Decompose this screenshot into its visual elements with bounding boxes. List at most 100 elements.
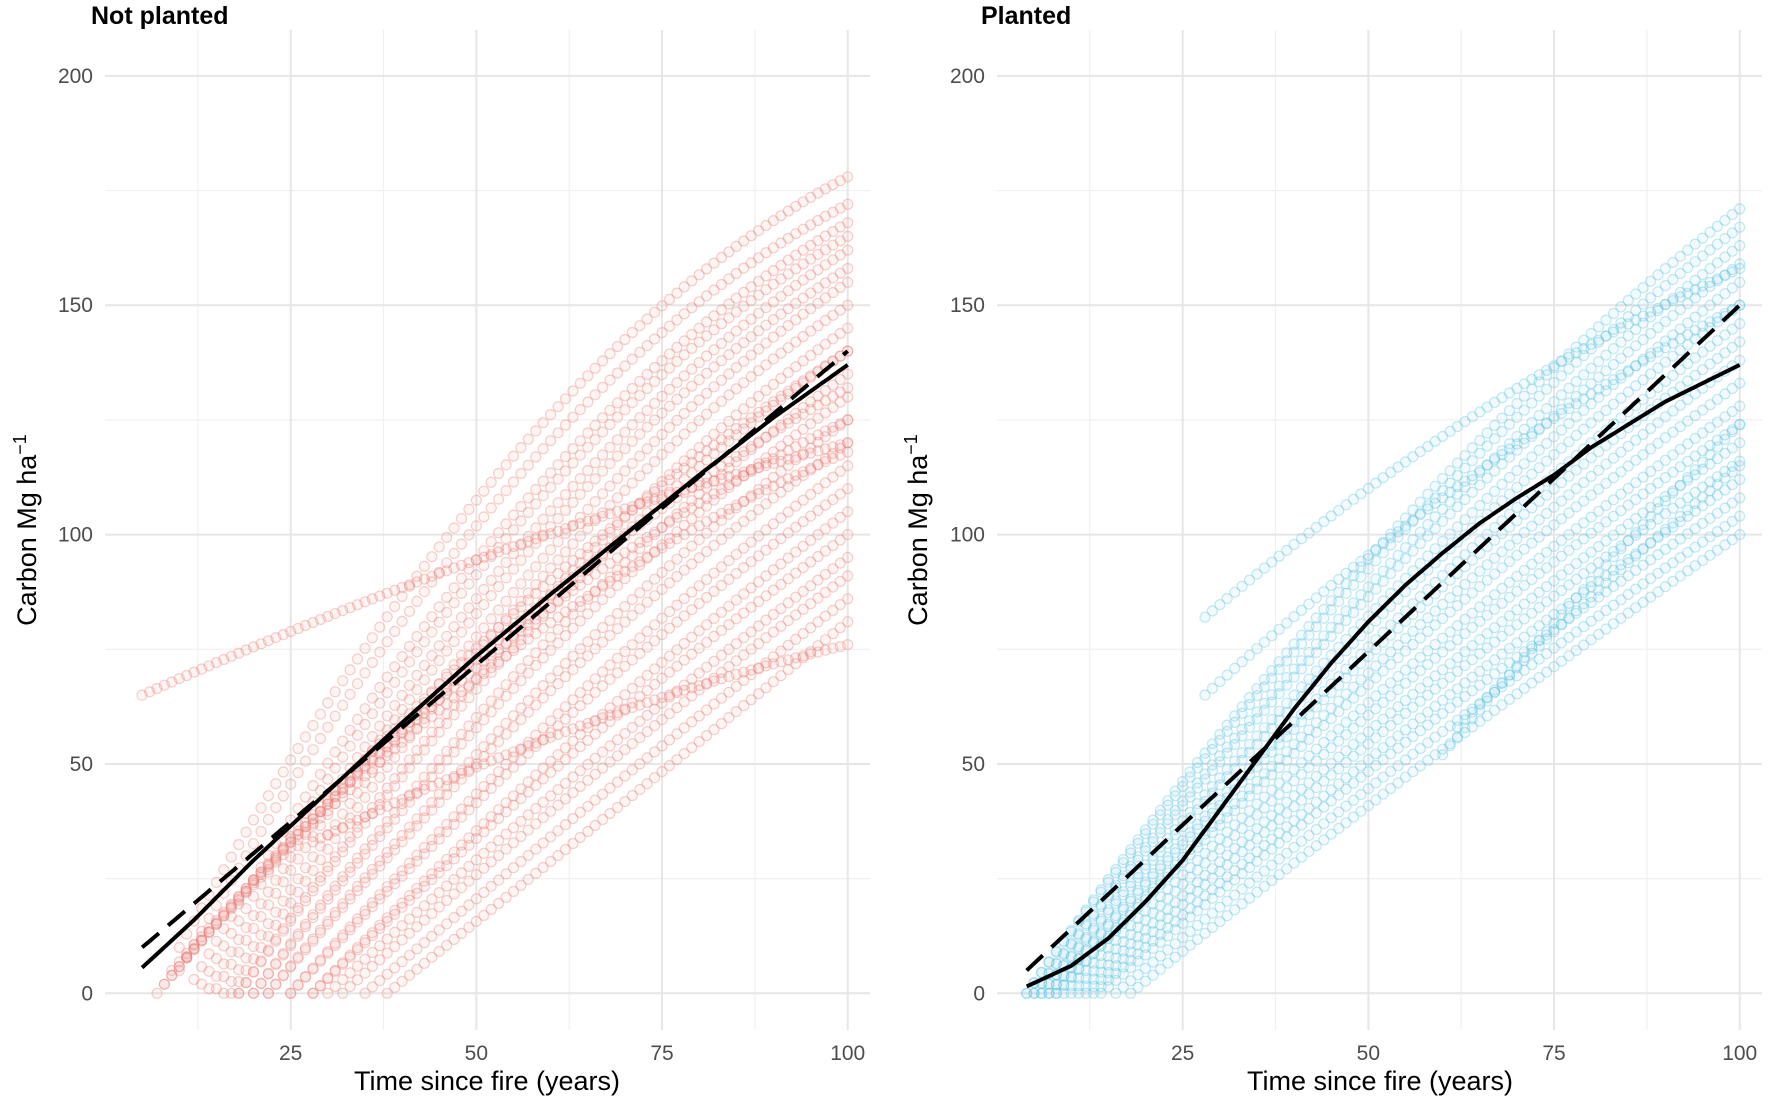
data-point [686, 401, 698, 413]
data-point [359, 777, 371, 789]
data-point [648, 456, 661, 468]
data-point [596, 621, 609, 634]
data-point [752, 504, 765, 516]
data-point [678, 308, 690, 320]
data-point [596, 355, 609, 367]
data-point [493, 766, 505, 778]
data-point [544, 544, 557, 556]
data-point [307, 881, 319, 893]
data-point [827, 401, 839, 414]
data-point [1414, 537, 1426, 550]
data-point [337, 822, 349, 834]
data-point [686, 275, 698, 287]
y-tick-label: 100 [58, 524, 93, 547]
data-point [485, 548, 497, 561]
data-point [307, 744, 319, 756]
data-point [1674, 479, 1686, 491]
data-point [203, 660, 215, 672]
data-point [270, 958, 282, 971]
data-point [270, 906, 282, 918]
data-point [418, 779, 430, 791]
data-point [173, 964, 185, 977]
data-point [277, 895, 289, 907]
data-point [247, 987, 260, 999]
x-tick-label: 25 [279, 1042, 302, 1065]
data-point [582, 680, 594, 692]
data-point [648, 590, 661, 602]
data-point [478, 740, 490, 753]
data-point [552, 708, 564, 720]
data-point [775, 532, 787, 545]
data-point [1355, 599, 1367, 611]
data-point [337, 604, 349, 617]
data-point [730, 594, 742, 606]
data-point [782, 232, 794, 244]
data-point [374, 756, 386, 768]
data-point [448, 635, 460, 648]
data-point [715, 488, 728, 500]
data-point [322, 987, 334, 999]
data-point [619, 557, 631, 569]
data-point [782, 205, 794, 217]
data-point [604, 614, 616, 627]
data-point [337, 958, 349, 970]
data-point [240, 902, 252, 915]
data-point [522, 569, 534, 581]
data-point [804, 325, 817, 337]
data-point [277, 947, 289, 960]
data-point [515, 675, 527, 687]
data-point [307, 963, 319, 975]
data-point [285, 778, 297, 790]
data-point [782, 573, 794, 585]
data-point [693, 336, 705, 348]
data-point [426, 771, 438, 783]
data-point [448, 562, 460, 574]
data-point [478, 551, 490, 563]
data-point [366, 801, 378, 814]
data-point [686, 302, 698, 314]
data-point [775, 440, 787, 452]
data-point [493, 698, 505, 710]
data-point [381, 912, 393, 924]
data-point [233, 898, 245, 910]
data-point [574, 657, 586, 669]
data-point [827, 239, 839, 251]
data-point [277, 842, 289, 854]
data-point [418, 560, 430, 573]
data-point [760, 544, 772, 556]
data-point [782, 367, 794, 379]
data-point [463, 860, 475, 873]
data-point [389, 699, 401, 712]
data-point [1258, 681, 1271, 693]
data-point [804, 510, 817, 522]
data-point [270, 854, 282, 866]
data-point [441, 826, 453, 838]
data-point [530, 729, 542, 741]
data-point [307, 935, 319, 947]
data-point [359, 718, 371, 731]
data-point [634, 647, 646, 660]
data-point [366, 901, 378, 913]
data-point [329, 710, 341, 722]
data-point [1734, 262, 1746, 275]
data-point [752, 483, 765, 496]
data-point [604, 374, 616, 386]
data-point [797, 448, 809, 460]
data-point [567, 385, 579, 397]
data-point [574, 728, 586, 741]
data-point [537, 762, 549, 774]
data-point [723, 349, 735, 361]
data-point [693, 506, 705, 519]
data-point [842, 639, 854, 651]
data-point [604, 480, 616, 492]
data-point [530, 498, 542, 510]
data-point [299, 731, 312, 743]
data-point [1644, 510, 1657, 523]
data-point [641, 463, 653, 475]
data-point [322, 773, 334, 785]
data-point [723, 508, 735, 520]
data-point [374, 590, 386, 602]
data-point [582, 608, 594, 620]
data-point [693, 479, 705, 492]
data-point [819, 338, 832, 350]
